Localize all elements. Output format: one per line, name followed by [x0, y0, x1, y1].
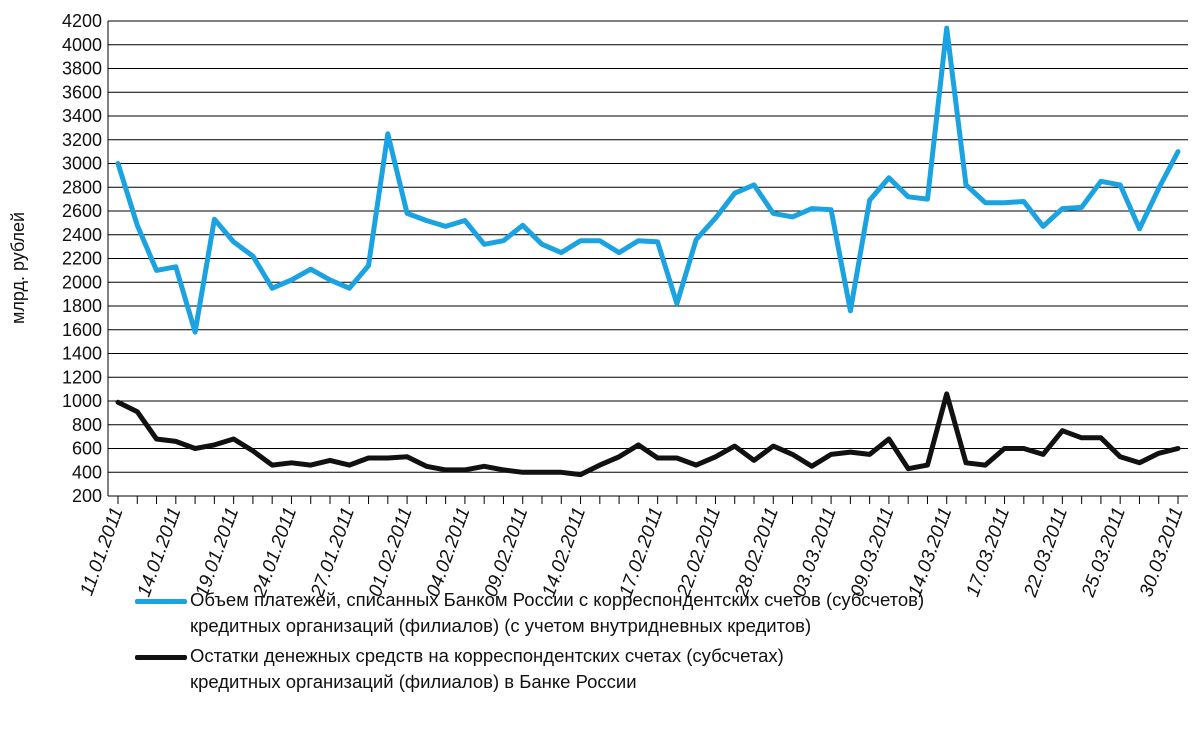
y-tick-label: 1200: [62, 367, 102, 387]
x-tick-label: 17.02.2011: [616, 505, 668, 600]
x-tick-label: 17.03.2011: [962, 505, 1014, 600]
x-tick-label: 03.03.2011: [789, 505, 841, 600]
x-tick-label: 09.03.2011: [847, 505, 899, 600]
y-axis-label: млрд. рублей: [8, 212, 28, 324]
series-line-balances: [115, 391, 1181, 478]
y-tick-label: 2600: [62, 201, 102, 221]
x-tick-label: 19.01.2011: [192, 505, 244, 600]
x-tick-label: 14.02.2011: [538, 505, 590, 600]
y-tick-label: 800: [72, 415, 102, 435]
y-tick-label: 1400: [62, 344, 102, 364]
legend-swatch-balances: [135, 655, 187, 660]
y-tick-label: 4200: [62, 11, 102, 31]
legend-label-balances: Остатки денежных средств на корреспонден…: [190, 645, 784, 692]
y-tick-label: 600: [72, 439, 102, 459]
y-tick-label: 4000: [62, 35, 102, 55]
legend-label-payments: Объем платежей, списанных Банком России …: [190, 589, 925, 636]
y-tick-label: 2000: [62, 272, 102, 292]
x-tick-label: 04.02.2011: [423, 505, 475, 600]
y-tick-label: 3000: [62, 154, 102, 174]
legend: Объем платежей, списанных Банком России …: [135, 587, 1185, 695]
y-tick-label: 400: [72, 462, 102, 482]
y-tick-label: 3800: [62, 59, 102, 79]
y-tick-label: 200: [72, 486, 102, 506]
y-tick-label: 2800: [62, 177, 102, 197]
y-tick-label: 1600: [62, 320, 102, 340]
x-tick-label: 14.03.2011: [905, 505, 957, 600]
y-tick-label: 2200: [62, 249, 102, 269]
legend-swatch-payments: [135, 599, 187, 604]
y-tick-label: 3200: [62, 130, 102, 150]
y-tick-label: 1800: [62, 296, 102, 316]
y-tick-label: 2400: [62, 225, 102, 245]
x-tick-label: 01.02.2011: [365, 505, 417, 600]
y-tick-label: 3600: [62, 82, 102, 102]
x-tick-label: 11.01.2011: [76, 505, 127, 599]
legend-item-balances: Остатки денежных средств на корреспонден…: [135, 643, 1185, 695]
x-tick-label: 09.02.2011: [481, 505, 533, 600]
x-tick-label: 30.03.2011: [1136, 505, 1188, 600]
gridlines: [108, 20, 1188, 497]
series-line-payments: [115, 25, 1181, 335]
series-lines: [115, 25, 1181, 478]
legend-item-payments: Объем платежей, списанных Банком России …: [135, 587, 1185, 639]
y-axis: 200 400 600 800 1000 1200 1400 1600 1800 2000 2200…: [62, 11, 109, 506]
x-tick-label: 14.01.2011: [134, 505, 186, 600]
y-tick-label: 3400: [62, 106, 102, 126]
y-tick-label: 1000: [62, 391, 102, 411]
x-axis: 11.01.2011 14.01.2011 19.01.2011 24.01.2011…: [76, 496, 1188, 601]
